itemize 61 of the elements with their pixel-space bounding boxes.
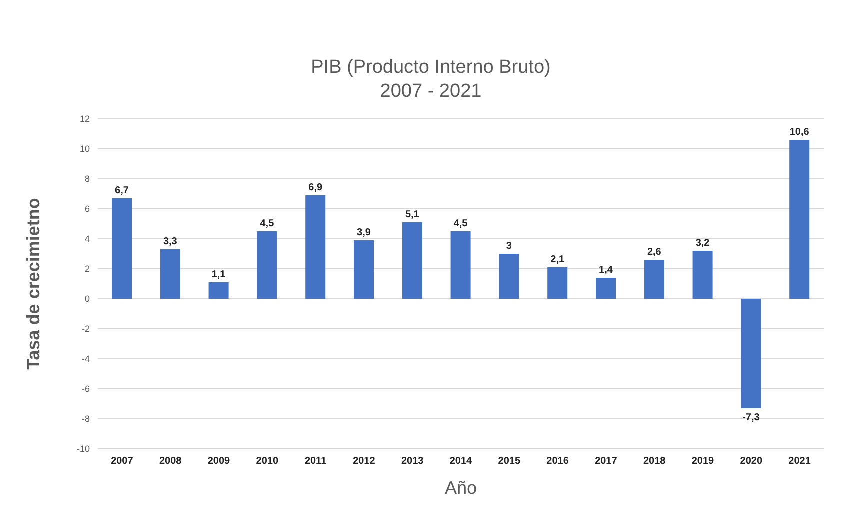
y-tick-label: 6 [84,204,90,214]
y-tick-label: 8 [84,174,90,184]
y-axis-title: Tasa de crecimietno [23,198,44,370]
x-tick-label: 2008 [159,456,182,468]
data-label: 1,4 [599,265,614,276]
data-label: 2,6 [647,247,662,258]
bar [499,254,520,299]
bar [596,278,616,299]
x-tick-label: 2013 [401,456,424,468]
x-tick-label: 2019 [692,456,715,468]
bar [450,232,471,299]
bar [354,240,374,299]
bar [402,222,422,299]
bar [257,232,278,299]
chart-title: PIB (Producto Interno Bruto) [310,56,552,80]
bar [160,250,180,299]
data-label: 2,1 [550,254,565,266]
x-tick-label: 2014 [450,456,473,468]
y-tick-label: 2 [84,264,90,274]
data-label: 1,1 [212,270,226,280]
bar [741,299,762,408]
data-label: 3,9 [357,228,372,238]
x-tick-label: 2018 [643,456,666,468]
x-axis-title: Año [444,478,478,498]
data-label: 4,5 [454,218,468,230]
x-tick-label: 2021 [788,456,812,468]
y-tick-label: -8 [82,414,90,424]
y-tick-label: 0 [84,294,90,304]
x-tick-label: 2007 [111,456,134,468]
bar [644,260,664,299]
y-tick-label: -2 [82,324,90,334]
bar [112,198,132,299]
bar [692,251,713,299]
data-label: 5,1 [405,210,420,220]
data-label: 3,3 [163,236,178,248]
y-tick-label: 12 [80,114,90,124]
x-tick-label: 2012 [353,456,376,468]
bar [306,196,326,299]
chart-subtitle: 2007 - 2021 [379,80,483,104]
bar [548,268,568,299]
data-label: 3 [506,241,512,252]
data-label: 10,6 [790,127,810,138]
data-label: 6,9 [308,182,323,194]
data-label: -7,3 [742,412,760,424]
bar [790,140,810,299]
y-tick-label: -10 [76,444,90,454]
bar [208,282,229,299]
x-tick-label: 2020 [740,456,763,468]
x-tick-label: 2016 [546,456,570,468]
y-tick-label: -4 [82,354,90,364]
y-tick-label: -6 [82,384,90,394]
x-tick-label: 2010 [256,456,279,468]
y-tick-label: 10 [80,144,90,154]
x-tick-label: 2015 [498,456,521,468]
data-label: 4,5 [260,218,275,230]
y-tick-label: 4 [84,234,90,244]
x-tick-label: 2011 [304,456,328,468]
x-tick-label: 2017 [595,456,618,468]
data-label: 6,7 [115,186,130,196]
data-label: 3,2 [696,238,710,249]
x-tick-label: 2009 [208,456,231,468]
